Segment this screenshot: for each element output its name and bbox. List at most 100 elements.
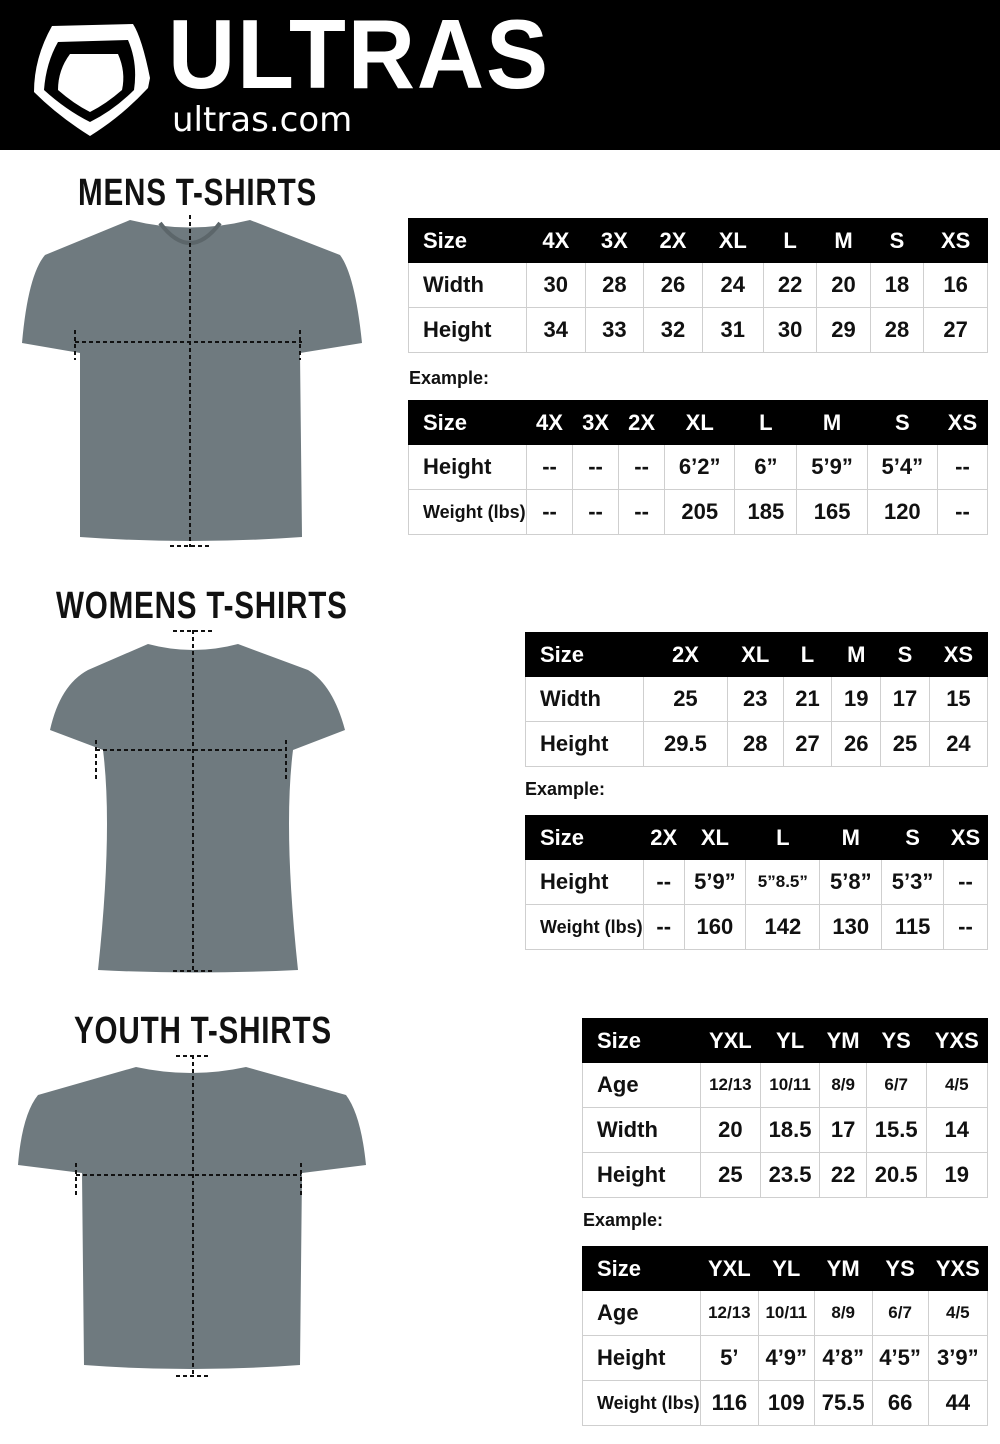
youth-title: YOUTH T-SHIRTS xyxy=(74,1010,332,1052)
table-cell: -- xyxy=(643,904,685,950)
table-cell: XS xyxy=(936,400,989,445)
table-header-row: Size 4X 3X 2X XL L M S XS xyxy=(408,218,988,263)
table-cell: 3X xyxy=(572,400,620,445)
table-cell: YL xyxy=(757,1246,815,1291)
womens-size-table: Size 2X XL L M S XS Width 25 23 21 19 17 15 Height 29.5… xyxy=(525,632,989,767)
table-cell: 120 xyxy=(866,489,938,535)
table-cell: L xyxy=(782,632,833,677)
table-cell: 185 xyxy=(734,489,798,535)
mens-size-table: Size 4X 3X 2X XL L M S XS Width 30 28 26 24 22 20 18 16 He… xyxy=(408,218,988,353)
row-label: Size xyxy=(582,1018,701,1063)
row-label: Age xyxy=(582,1062,701,1108)
row-label: Width xyxy=(408,262,527,308)
womens-example-label: Example: xyxy=(525,779,606,799)
youth-tshirt-image xyxy=(18,1055,366,1377)
table-cell: 29.5 xyxy=(643,721,728,767)
table-cell: 5’ xyxy=(700,1335,759,1381)
table-cell: -- xyxy=(942,904,989,950)
table-row: Height 5’ 4’9” 4’8” 4’5” 3’9” xyxy=(582,1335,989,1381)
table-cell: S xyxy=(880,632,930,677)
table-cell: 8/9 xyxy=(813,1290,873,1336)
table-cell: 23.5 xyxy=(759,1152,821,1198)
table-cell: 12/13 xyxy=(700,1062,761,1108)
womens-title: WOMENS T-SHIRTS xyxy=(56,585,348,627)
table-cell: S xyxy=(866,400,938,445)
brand-header: ULTRAS ultras.com xyxy=(0,0,1000,150)
row-label: Size xyxy=(408,218,527,263)
table-row: Height 25 23.5 22 20.5 19 xyxy=(582,1152,989,1198)
table-row: Age 12/13 10/11 8/9 6/7 4/5 xyxy=(582,1290,989,1336)
table-cell: 18.5 xyxy=(759,1107,821,1153)
table-cell: 75.5 xyxy=(813,1380,873,1426)
row-label: Age xyxy=(582,1290,701,1336)
table-row: Width 25 23 21 19 17 15 xyxy=(525,676,989,722)
row-label: Height xyxy=(525,721,644,767)
table-cell: 5’3” xyxy=(881,859,944,905)
table-cell: 27 xyxy=(782,721,833,767)
table-cell: L xyxy=(745,815,821,860)
table-cell: -- xyxy=(525,444,574,490)
youth-size-table: Size YXL YL YM YS YXS Age 12/13 10/11 8/9 6/7 4/5 Wi… xyxy=(582,1018,989,1198)
table-cell: S xyxy=(881,815,944,860)
table-cell: 2X xyxy=(643,632,728,677)
mens-tshirt-image xyxy=(22,215,362,547)
table-cell: 3’9” xyxy=(927,1335,989,1381)
youth-example-table: Size YXL YL YM YS YXS Age 12/13 10/11 8/9 6/7 4/5 He… xyxy=(582,1246,989,1426)
table-cell: -- xyxy=(618,444,666,490)
table-cell: 12/13 xyxy=(700,1290,759,1336)
table-cell: 5’9” xyxy=(683,859,747,905)
table-cell: 16 xyxy=(923,262,988,308)
table-cell: 29 xyxy=(816,307,871,353)
table-cell: 66 xyxy=(871,1380,929,1426)
mens-example-label: Example: xyxy=(409,368,490,388)
table-cell: 19 xyxy=(831,676,882,722)
table-cell: 142 xyxy=(745,904,821,950)
table-cell: 10/11 xyxy=(757,1290,815,1336)
table-cell: 14 xyxy=(925,1107,989,1153)
table-cell: 30 xyxy=(762,307,818,353)
table-cell: 130 xyxy=(819,904,883,950)
table-cell: M xyxy=(819,815,883,860)
table-cell: 31 xyxy=(701,307,764,353)
table-cell: YXL xyxy=(700,1246,759,1291)
table-cell: -- xyxy=(572,444,620,490)
table-cell: 22 xyxy=(819,1152,867,1198)
table-row: Weight (lbs) 116 109 75.5 66 44 xyxy=(582,1380,989,1426)
table-cell: YS xyxy=(871,1246,929,1291)
table-cell: L xyxy=(762,218,818,263)
table-cell: 32 xyxy=(643,307,703,353)
table-cell: XS xyxy=(942,815,989,860)
table-cell: 5’8” xyxy=(819,859,883,905)
table-cell: 44 xyxy=(927,1380,989,1426)
table-cell: 10/11 xyxy=(759,1062,821,1108)
table-cell: XS xyxy=(928,632,989,677)
table-cell: 160 xyxy=(683,904,747,950)
table-cell: XL xyxy=(701,218,764,263)
table-cell: 28 xyxy=(584,262,645,308)
womens-tshirt-image xyxy=(50,630,345,973)
table-row: Weight (lbs) -- -- -- 205 185 165 120 -- xyxy=(408,489,989,535)
table-cell: 6’2” xyxy=(664,444,736,490)
site-url: ultras.com xyxy=(172,100,353,140)
table-cell: -- xyxy=(942,859,989,905)
row-label: Size xyxy=(525,632,644,677)
table-cell: 15.5 xyxy=(865,1107,927,1153)
table-cell: 33 xyxy=(584,307,645,353)
table-row: Weight (lbs) -- 160 142 130 115 -- xyxy=(525,904,989,950)
table-cell: S xyxy=(869,218,925,263)
table-cell: 19 xyxy=(925,1152,989,1198)
row-label: Height xyxy=(525,859,644,905)
shield-logo-icon xyxy=(34,24,150,136)
table-cell: 4/5 xyxy=(925,1062,989,1108)
table-cell: 22 xyxy=(762,262,818,308)
youth-example-label: Example: xyxy=(583,1210,664,1230)
row-label: Size xyxy=(582,1246,701,1291)
table-cell: 3X xyxy=(584,218,645,263)
table-cell: 28 xyxy=(869,307,925,353)
table-row: Width 20 18.5 17 15.5 14 xyxy=(582,1107,989,1153)
table-cell: 8/9 xyxy=(819,1062,867,1108)
table-cell: 18 xyxy=(869,262,925,308)
row-label: Width xyxy=(582,1107,701,1153)
table-cell: 165 xyxy=(796,489,868,535)
table-cell: -- xyxy=(618,489,666,535)
